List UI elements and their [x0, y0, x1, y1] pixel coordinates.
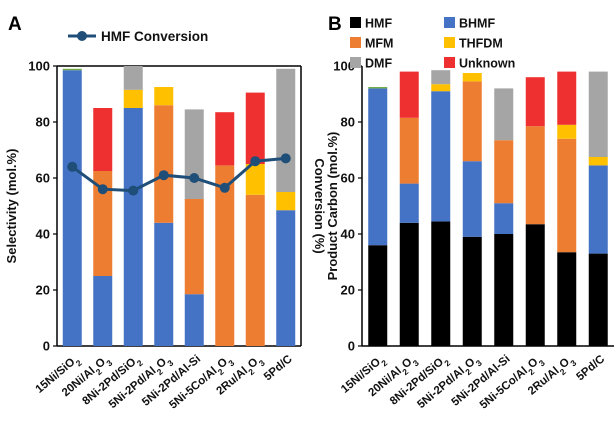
- bar-segment-dmf-7: [588, 71, 608, 157]
- line-point-0: [67, 161, 78, 172]
- y-tick-label: 0: [43, 339, 50, 354]
- bar-segment-dmf-7: [276, 68, 296, 192]
- bar-segment-mfm-5: [525, 126, 545, 225]
- line-hmf-conversion: [71, 156, 286, 193]
- legend-swatch-unknown: [444, 57, 455, 68]
- bar-segment-bhmf-3: [154, 222, 174, 346]
- bar-segment-hmf-1: [399, 222, 419, 346]
- y-tick-label: 100: [28, 59, 50, 74]
- bar-segment-dmf-2: [123, 66, 143, 90]
- line-point-5: [219, 182, 230, 193]
- panel-label-b: B: [328, 14, 342, 35]
- bar-segment-bhmf-7: [588, 165, 608, 254]
- line-point-3: [158, 170, 169, 181]
- bar-segment-bhmf-1: [93, 276, 113, 346]
- bar-segment-unknown-5: [525, 77, 545, 127]
- legend-swatch-mfm: [350, 37, 361, 48]
- y-tick-label: 60: [36, 171, 50, 186]
- bar-segment-hmf-2: [431, 221, 451, 346]
- line-point-4: [189, 173, 200, 183]
- bar-segment-mfm-1: [93, 171, 113, 276]
- bar-segment-bhmf-4: [494, 203, 514, 234]
- bar-segment-hmf-trace-0: [368, 87, 388, 89]
- line-point-7: [280, 153, 291, 164]
- x-tick-label-7: 5Pd/C: [574, 353, 607, 383]
- chart-a: 0 20 40 60 80 100 Selectivity (mol.%) Conversio…: [4, 29, 327, 412]
- bar-segment-thfdm-7: [588, 157, 608, 166]
- bar-segment-thfdm-2: [123, 89, 143, 108]
- y-tick-label: 0: [348, 339, 355, 354]
- bar-segment-unknown-1: [93, 108, 113, 171]
- bar-segment-dmf-4: [184, 109, 204, 199]
- line-point-1: [97, 184, 108, 195]
- y-axis-label: Product Carbon (mol.%): [325, 132, 340, 281]
- legend-swatch-dmf: [350, 57, 361, 68]
- bar-segment-bhmf-2: [431, 91, 451, 222]
- bar-segment-dmf-2: [431, 70, 451, 85]
- bar-segment-thfdm-7: [276, 192, 296, 211]
- bar-segment-mfm-4: [494, 140, 514, 204]
- panel-label-a: A: [8, 14, 22, 35]
- x-tick-label-7: 5Pd/C: [262, 353, 295, 383]
- bar-segment-hmf-7: [588, 253, 608, 346]
- y-tick-label: 80: [341, 115, 355, 130]
- bar-segment-hmf-0: [368, 245, 388, 346]
- bar-segment-mfm-4: [184, 199, 204, 295]
- bar-segment-bhmf-3: [462, 161, 482, 237]
- bar-segment-thfdm-6: [245, 164, 265, 195]
- y-tick-label: 100: [333, 59, 355, 74]
- legend-label-thfdm: THFDM: [459, 37, 503, 51]
- y-tick-label: 60: [341, 171, 355, 186]
- legend-swatch-hmf: [350, 17, 361, 28]
- legend-label-dmf: DMF: [365, 57, 392, 71]
- bar-segment-unknown-5: [215, 112, 235, 166]
- bar-segment-hmf-6: [557, 252, 577, 346]
- legend-label-bhmf: BHMF: [459, 17, 495, 31]
- line-point-6: [250, 156, 261, 167]
- bar-segment-bhmf-0: [62, 70, 82, 346]
- bar-segment-mfm-3: [462, 81, 482, 162]
- bar-segment-bhmf-2: [123, 108, 143, 346]
- legend-label-unknown: Unknown: [459, 57, 515, 71]
- y-axis-label: Selectivity (mol.%): [4, 149, 19, 264]
- bar-segment-bhmf-0: [368, 88, 388, 246]
- bar-segment-unknown-6: [245, 92, 265, 164]
- legend-swatch-bhmf: [444, 17, 455, 28]
- bar-segment-unknown-1: [399, 71, 419, 118]
- bar-segment-thfdm-2: [431, 84, 451, 92]
- bar-segment-bhmf-7: [276, 210, 296, 346]
- legend-label-hmf: HMF: [365, 17, 392, 31]
- bar-segment-hmf-0: [62, 68, 82, 71]
- bar-segment-mfm-3: [154, 105, 174, 223]
- line-point-2: [128, 185, 139, 196]
- legend-marker: [77, 31, 87, 41]
- bar-segment-unknown-6: [557, 71, 577, 125]
- bar-segment-mfm-6: [557, 138, 577, 253]
- bar-segment-mfm-5: [215, 165, 235, 346]
- legend-label-hmf-conversion: HMF Conversion: [101, 29, 208, 44]
- bar-segment-thfdm-3: [154, 87, 174, 106]
- legend-swatch-thfdm: [444, 37, 455, 48]
- bar-segment-dmf-4: [494, 88, 514, 141]
- bar-segment-thfdm-3: [462, 73, 482, 82]
- bar-segment-hmf-3: [462, 236, 482, 346]
- bar-segment-bhmf-4: [184, 294, 204, 346]
- y-tick-label: 20: [36, 283, 50, 298]
- y2-axis-label: Conversion (%): [312, 158, 327, 253]
- bar-segment-hmf-4: [494, 234, 514, 346]
- y-tick-label: 20: [341, 283, 355, 298]
- bar-segment-hmf-5: [525, 224, 545, 346]
- legend-label-mfm: MFM: [365, 37, 393, 51]
- bar-segment-thfdm-6: [557, 124, 577, 139]
- y-tick-label: 80: [36, 115, 50, 130]
- bar-segment-bhmf-1: [399, 183, 419, 223]
- bar-segment-mfm-6: [245, 194, 265, 346]
- y-tick-label: 40: [36, 227, 50, 242]
- bar-segment-mfm-1: [399, 117, 419, 184]
- y-tick-label: 40: [341, 227, 355, 242]
